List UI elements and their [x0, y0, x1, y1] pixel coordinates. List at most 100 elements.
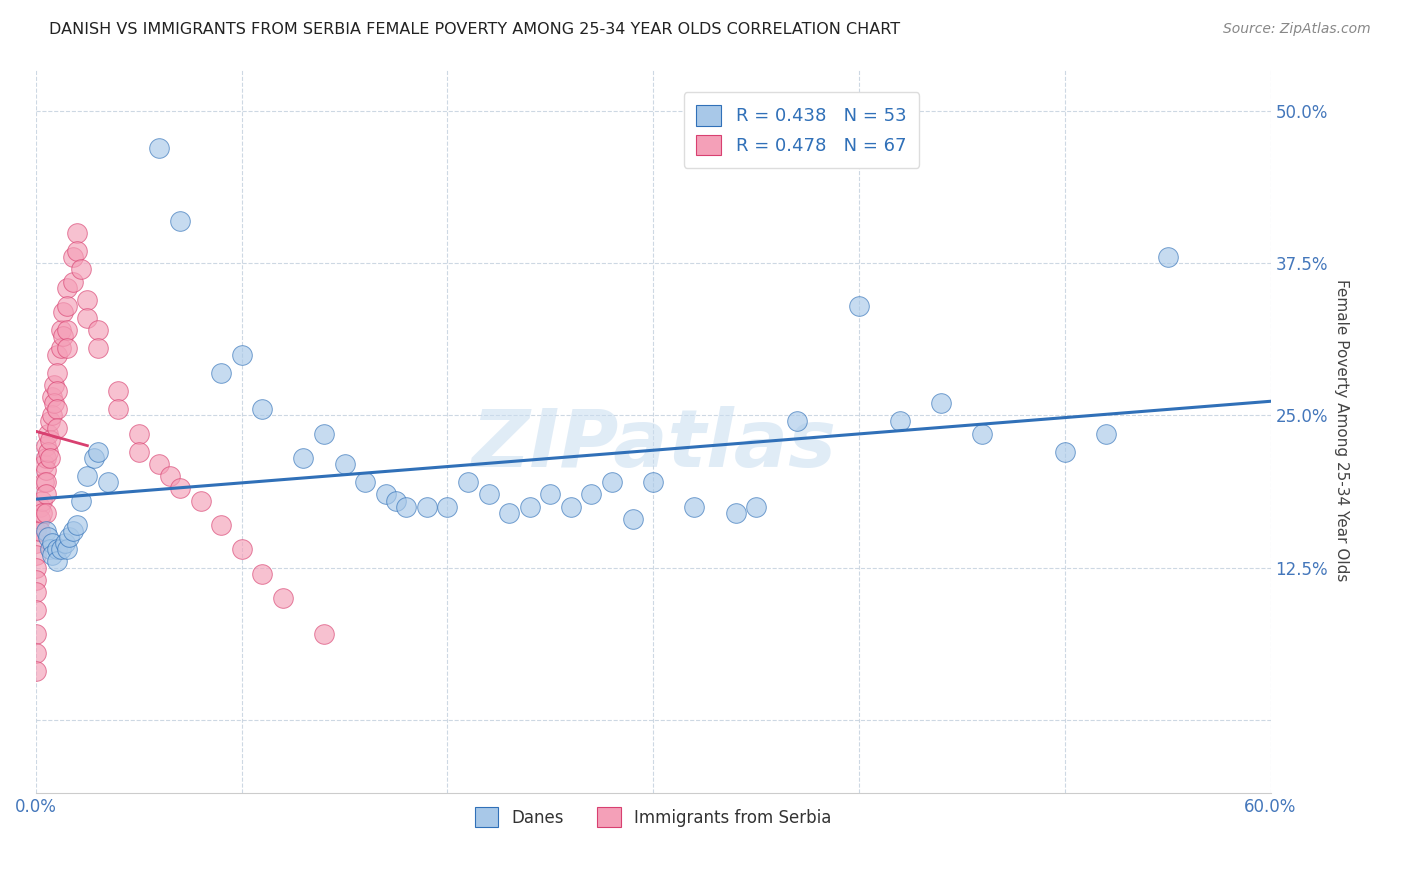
Point	[560, 500, 582, 514]
Point	[25, 536, 48, 550]
Point	[395, 500, 418, 514]
Point	[848, 299, 870, 313]
Point	[86, 445, 108, 459]
Point	[231, 347, 253, 361]
Point	[107, 384, 129, 398]
Point	[56, 280, 79, 294]
Point	[37, 426, 59, 441]
Point	[83, 450, 105, 465]
Point	[312, 627, 335, 641]
Point	[35, 475, 58, 490]
Point	[41, 549, 63, 563]
Point	[600, 475, 623, 490]
Point	[498, 506, 520, 520]
Point	[39, 450, 62, 465]
Point	[25, 549, 48, 563]
Point	[45, 366, 67, 380]
Point	[56, 542, 79, 557]
Point	[581, 487, 603, 501]
Point	[416, 500, 439, 514]
Point	[374, 487, 396, 501]
Point	[70, 262, 93, 277]
Point	[128, 426, 150, 441]
Point	[45, 347, 67, 361]
Point	[31, 506, 53, 520]
Point	[41, 390, 63, 404]
Point	[107, 402, 129, 417]
Point	[972, 426, 994, 441]
Point	[37, 445, 59, 459]
Point	[209, 366, 232, 380]
Point	[128, 445, 150, 459]
Point	[745, 500, 768, 514]
Legend: Danes, Immigrants from Serbia: Danes, Immigrants from Serbia	[467, 799, 839, 835]
Point	[56, 299, 79, 313]
Point	[169, 482, 191, 496]
Point	[35, 524, 58, 538]
Point	[209, 517, 232, 532]
Point	[62, 275, 84, 289]
Point	[1156, 250, 1178, 264]
Point	[76, 293, 98, 307]
Point	[28, 500, 51, 514]
Point	[41, 536, 63, 550]
Point	[45, 554, 67, 568]
Point	[62, 524, 84, 538]
Point	[35, 439, 58, 453]
Point	[1095, 426, 1118, 441]
Point	[56, 342, 79, 356]
Point	[52, 329, 75, 343]
Point	[32, 457, 55, 471]
Y-axis label: Female Poverty Among 25-34 Year Olds: Female Poverty Among 25-34 Year Olds	[1334, 279, 1348, 582]
Point	[683, 500, 706, 514]
Point	[519, 500, 541, 514]
Point	[35, 450, 58, 465]
Point	[41, 409, 63, 423]
Point	[889, 414, 911, 428]
Point	[159, 469, 181, 483]
Point	[25, 573, 48, 587]
Point	[292, 450, 315, 465]
Point	[929, 396, 952, 410]
Point	[37, 530, 59, 544]
Point	[35, 487, 58, 501]
Point	[76, 469, 98, 483]
Point	[354, 475, 377, 490]
Point	[190, 493, 212, 508]
Point	[621, 512, 644, 526]
Point	[66, 226, 89, 240]
Point	[25, 646, 48, 660]
Point	[39, 433, 62, 447]
Point	[45, 402, 67, 417]
Point	[44, 378, 66, 392]
Point	[148, 457, 170, 471]
Point	[538, 487, 561, 501]
Point	[231, 542, 253, 557]
Point	[31, 493, 53, 508]
Point	[53, 536, 76, 550]
Point	[312, 426, 335, 441]
Point	[39, 414, 62, 428]
Point	[457, 475, 479, 490]
Point	[58, 530, 80, 544]
Point	[252, 566, 274, 581]
Point	[49, 542, 72, 557]
Point	[45, 542, 67, 557]
Point	[25, 560, 48, 574]
Point	[25, 524, 48, 538]
Point	[32, 475, 55, 490]
Point	[45, 420, 67, 434]
Point	[76, 311, 98, 326]
Point	[44, 396, 66, 410]
Point	[39, 542, 62, 557]
Text: DANISH VS IMMIGRANTS FROM SERBIA FEMALE POVERTY AMONG 25-34 YEAR OLDS CORRELATIO: DANISH VS IMMIGRANTS FROM SERBIA FEMALE …	[49, 22, 900, 37]
Point	[169, 213, 191, 227]
Point	[49, 323, 72, 337]
Point	[148, 141, 170, 155]
Point	[25, 603, 48, 617]
Text: ZIPatlas: ZIPatlas	[471, 406, 835, 484]
Point	[25, 664, 48, 678]
Point	[66, 244, 89, 258]
Point	[28, 512, 51, 526]
Point	[271, 591, 294, 605]
